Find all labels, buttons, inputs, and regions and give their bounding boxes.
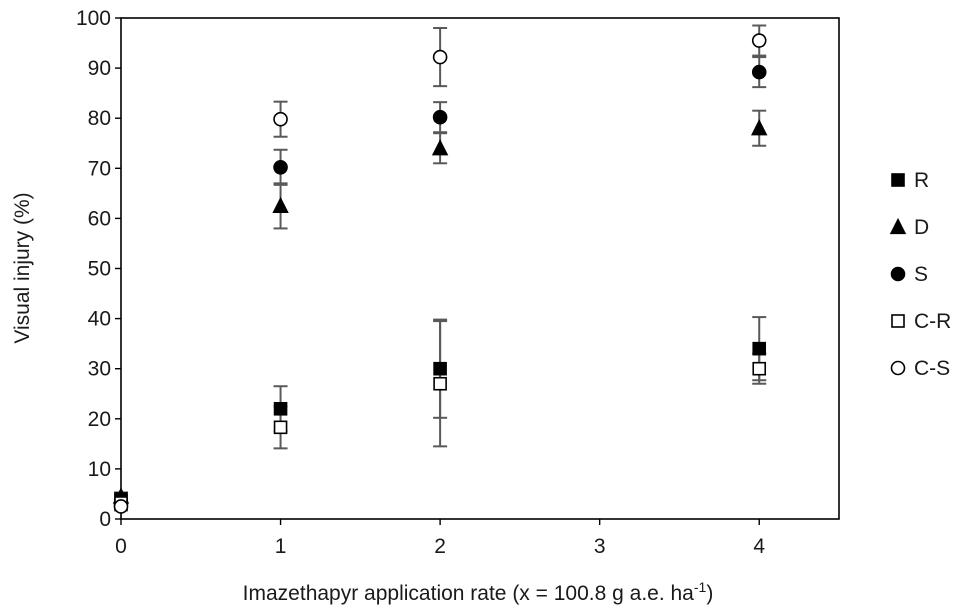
legend-label-c-r: C-R bbox=[914, 310, 951, 333]
point-s bbox=[432, 109, 448, 125]
legend-marker-d bbox=[889, 217, 907, 235]
point-d bbox=[751, 119, 768, 136]
x-axis-label-main: Imazethapyr application rate (x = 100.8 … bbox=[243, 582, 695, 605]
point-s bbox=[751, 64, 767, 80]
legend: R D S C-R C-S bbox=[889, 169, 951, 380]
x-axis-label-end: ) bbox=[706, 582, 713, 605]
y-tick-label: 90 bbox=[88, 57, 111, 80]
point-r bbox=[433, 361, 447, 376]
y-tick-label: 30 bbox=[88, 358, 111, 381]
point-c-r bbox=[433, 376, 447, 391]
x-tick-label: 3 bbox=[594, 535, 606, 558]
x-axis-label: Imazethapyr application rate (x = 100.8 … bbox=[243, 579, 714, 605]
point-d bbox=[431, 139, 449, 156]
point-c-s bbox=[113, 499, 129, 514]
point-c-s bbox=[273, 111, 288, 127]
point-c-s bbox=[751, 33, 767, 48]
legend-marker-r bbox=[891, 173, 905, 187]
legend-label-s: S bbox=[914, 263, 928, 286]
x-tick-label: 1 bbox=[275, 535, 287, 558]
point-c-r bbox=[273, 420, 288, 435]
y-tick-label: 100 bbox=[76, 7, 111, 30]
y-tick-label: 0 bbox=[99, 508, 111, 531]
y-axis-ticks: 0 10 20 30 40 50 60 70 80 90 100 bbox=[76, 7, 121, 531]
x-axis-ticks: 0 1 2 3 4 bbox=[115, 519, 765, 558]
legend-marker-c-r bbox=[891, 314, 905, 328]
x-tick-label: 4 bbox=[753, 535, 765, 558]
legend-label-d: D bbox=[914, 216, 929, 239]
plot-area bbox=[120, 17, 840, 520]
point-r bbox=[273, 401, 288, 416]
y-tick-label: 10 bbox=[88, 458, 111, 481]
legend-marker-s bbox=[890, 266, 906, 282]
error-bars bbox=[114, 24, 767, 512]
y-tick-label: 70 bbox=[88, 157, 111, 180]
y-tick-label: 50 bbox=[88, 258, 111, 281]
y-tick-label: 80 bbox=[88, 107, 111, 130]
y-tick-label: 60 bbox=[88, 207, 111, 230]
point-c-s bbox=[432, 49, 448, 65]
data-markers bbox=[112, 33, 768, 514]
y-axis-label: Visual injury (%) bbox=[11, 192, 34, 343]
legend-label-r: R bbox=[914, 169, 929, 192]
point-s bbox=[273, 159, 288, 175]
x-tick-label: 0 bbox=[115, 535, 127, 558]
legend-marker-c-s bbox=[890, 360, 906, 376]
x-tick-label: 2 bbox=[434, 535, 446, 558]
point-d bbox=[272, 196, 289, 213]
y-tick-label: 40 bbox=[88, 308, 111, 331]
x-axis-label-superscript: -1 bbox=[694, 579, 707, 595]
legend-label-c-s: C-S bbox=[914, 357, 950, 380]
point-r bbox=[752, 341, 767, 356]
y-tick-label: 20 bbox=[88, 408, 111, 431]
point-c-r bbox=[752, 361, 767, 376]
